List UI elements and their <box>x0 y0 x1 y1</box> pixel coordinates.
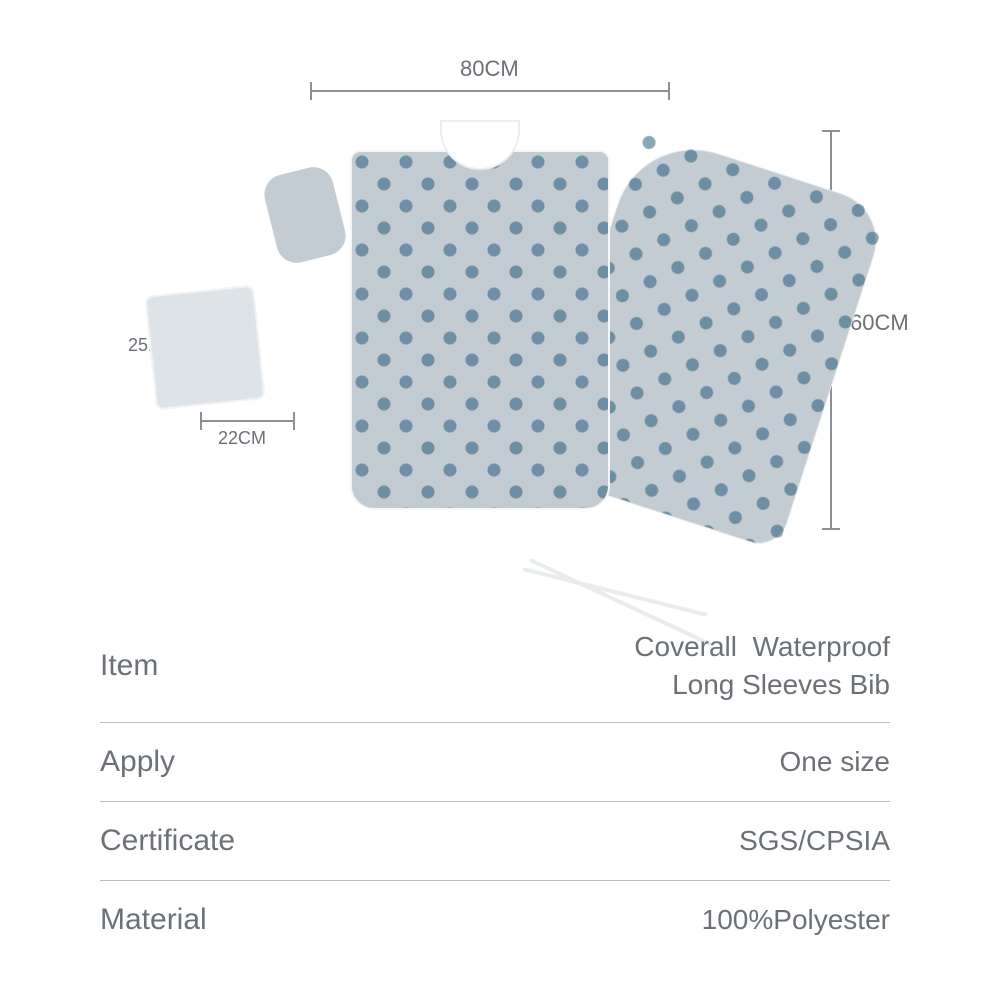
spec-row: Apply One size <box>100 723 890 802</box>
dim-label-width: 80CM <box>460 56 519 82</box>
pocket <box>144 285 265 411</box>
sleeve-left <box>260 163 350 267</box>
product-illustration <box>290 130 670 520</box>
spec-value: Coverall WaterproofLong Sleeves Bib <box>634 614 890 718</box>
spec-label: Apply <box>100 723 175 801</box>
spec-label: Certificate <box>100 802 235 880</box>
spec-row: Certificate SGS/CPSIA <box>100 802 890 881</box>
spec-label: Item <box>100 621 158 711</box>
product-diagram: 80CM 60CM 25.5CM 22CM <box>0 0 1000 600</box>
spec-label: Material <box>100 881 207 959</box>
spec-value: One size <box>780 729 891 795</box>
dim-label-height: 60CM <box>850 310 909 336</box>
spec-value: 100%Polyester <box>702 887 890 953</box>
spec-value: SGS/CPSIA <box>739 808 890 874</box>
dim-label-pocket-width: 22CM <box>218 428 266 449</box>
spec-row: Material 100%Polyester <box>100 881 890 959</box>
bib-body <box>350 150 610 510</box>
spec-table: Item Coverall WaterproofLong Sleeves Bib… <box>100 610 890 959</box>
dim-bar-pocket-width <box>200 420 295 422</box>
spec-row: Item Coverall WaterproofLong Sleeves Bib <box>100 610 890 723</box>
dim-bar-width <box>310 90 670 92</box>
